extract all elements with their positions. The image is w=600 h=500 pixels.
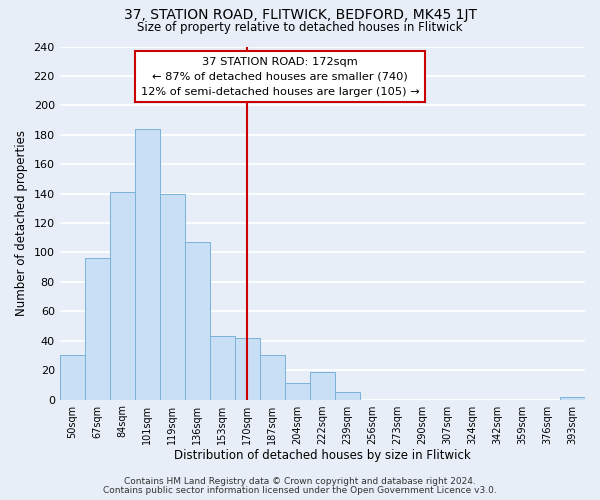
Text: Contains HM Land Registry data © Crown copyright and database right 2024.: Contains HM Land Registry data © Crown c… — [124, 477, 476, 486]
Bar — [235, 338, 260, 400]
Bar — [185, 242, 210, 400]
Bar — [260, 356, 285, 400]
Text: Size of property relative to detached houses in Flitwick: Size of property relative to detached ho… — [137, 21, 463, 34]
Bar — [285, 384, 310, 400]
Bar — [560, 396, 585, 400]
X-axis label: Distribution of detached houses by size in Flitwick: Distribution of detached houses by size … — [174, 450, 471, 462]
Bar — [310, 372, 335, 400]
Bar — [210, 336, 235, 400]
Bar — [160, 194, 185, 400]
Bar — [59, 356, 85, 400]
Text: 37, STATION ROAD, FLITWICK, BEDFORD, MK45 1JT: 37, STATION ROAD, FLITWICK, BEDFORD, MK4… — [124, 8, 476, 22]
Bar — [85, 258, 110, 400]
Text: 37 STATION ROAD: 172sqm
← 87% of detached houses are smaller (740)
12% of semi-d: 37 STATION ROAD: 172sqm ← 87% of detache… — [141, 57, 419, 96]
Y-axis label: Number of detached properties: Number of detached properties — [15, 130, 28, 316]
Bar — [110, 192, 135, 400]
Bar — [135, 129, 160, 400]
Bar — [335, 392, 360, 400]
Text: Contains public sector information licensed under the Open Government Licence v3: Contains public sector information licen… — [103, 486, 497, 495]
